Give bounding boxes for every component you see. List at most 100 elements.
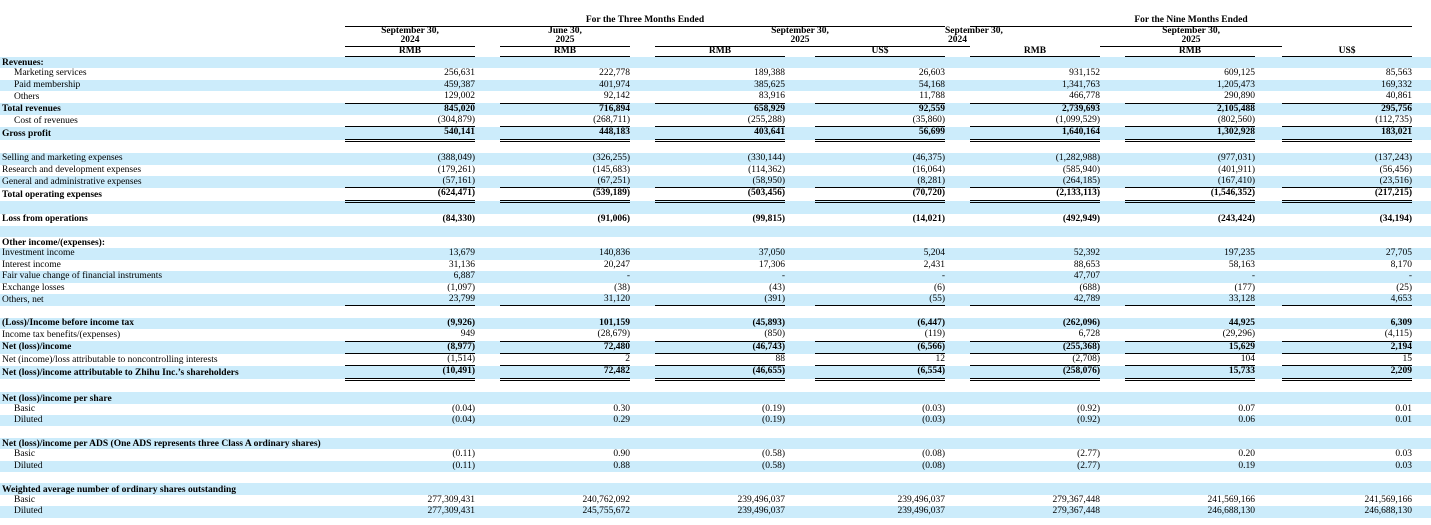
- blank-cell: [0, 426, 1431, 437]
- cell-value: (243,424): [1217, 214, 1256, 225]
- spacer: [785, 449, 815, 460]
- spacer: [1412, 318, 1431, 329]
- spacer: [630, 115, 655, 127]
- cell-value: 0.29: [613, 415, 630, 426]
- cell-value: (137,243): [1374, 153, 1413, 164]
- cell-value: 26,603: [918, 68, 946, 79]
- row-label: Loss from operations: [2, 214, 88, 225]
- cell-value: (177): [1234, 282, 1256, 293]
- row-label: General and administrative expenses: [2, 176, 142, 187]
- spacer: [945, 506, 970, 517]
- empty-cell: [970, 483, 1100, 494]
- spacer: [1255, 91, 1282, 103]
- table-row: Others 129,002 92,142 83,916 11,788 466,778 29…: [0, 91, 1431, 104]
- cell-value: 385,625: [754, 79, 785, 90]
- spacer: [1412, 506, 1431, 517]
- spacer: [630, 506, 655, 517]
- cell-value: (2,708): [970, 353, 1101, 367]
- empty-cell: [655, 57, 785, 69]
- cell-value: 47,707: [1073, 271, 1101, 282]
- spacer: [630, 283, 655, 294]
- cell-value: (624,471): [345, 187, 475, 203]
- spacer: [1412, 329, 1431, 341]
- cell-value: 17,306: [758, 259, 785, 270]
- empty-cell: [970, 237, 1100, 248]
- row-label: Diluted: [14, 415, 43, 426]
- spacer: [785, 404, 815, 415]
- cell-value: (268,711): [500, 115, 630, 128]
- table-row: Investment income 13,679 140,836 37,050 5,20…: [0, 248, 1431, 260]
- cell-value: (2,133,113): [970, 187, 1101, 203]
- spacer: [1412, 495, 1431, 506]
- table-row: Total operating expenses (624,471) (539,18…: [0, 187, 1431, 203]
- spacer: [630, 366, 655, 379]
- spacer: [630, 461, 655, 472]
- spacer: [1412, 176, 1431, 188]
- empty-cell: [1282, 57, 1412, 69]
- table-row: Basic (0.11) 0.90 (0.58) (0.08) (2.77) 0.20 0.0…: [0, 449, 1431, 460]
- cell-value: 1,341,763: [1062, 79, 1101, 90]
- cell-value: 279,367,448: [1052, 494, 1101, 505]
- spacer: [945, 318, 970, 329]
- currency: US$: [815, 46, 946, 57]
- date-header: September 30, 2025: [655, 26, 946, 47]
- cell-value: (1,546,352): [1125, 187, 1256, 203]
- date-header: September 30, 2025: [1100, 26, 1283, 47]
- cell-value: (802,560): [1125, 115, 1256, 128]
- cell-value: (0.04): [452, 415, 475, 426]
- group-header: For the Three Months Ended: [345, 15, 946, 27]
- spacer: [945, 392, 970, 403]
- cell-value: 33,128: [1125, 294, 1256, 307]
- spacer: [785, 127, 815, 140]
- cell-value: -: [781, 271, 785, 282]
- spacer: [1100, 176, 1125, 188]
- spacer: [785, 214, 815, 225]
- spacer: [1255, 404, 1282, 415]
- cell-value: (6,566): [815, 341, 946, 355]
- cell-value: 197,235: [1224, 248, 1256, 259]
- spacer: [1100, 68, 1125, 79]
- row-label: Exchange losses: [2, 282, 65, 293]
- row-label: Diluted: [14, 506, 43, 517]
- cell-value: (688): [1079, 282, 1101, 293]
- spacer: [1412, 153, 1431, 164]
- spacer: [475, 449, 500, 460]
- cell-value: 295,756: [1381, 103, 1413, 114]
- spacer: [475, 103, 500, 115]
- spacer: [630, 318, 655, 329]
- cell-value: 88,653: [1073, 259, 1101, 270]
- cell-value: 609,125: [1224, 68, 1256, 79]
- spacer: [785, 68, 815, 79]
- spacer: [1255, 115, 1282, 127]
- spacer: [1255, 46, 1282, 57]
- cell-value: (57,161): [345, 176, 475, 189]
- group-header: For the Nine Months Ended: [970, 15, 1413, 27]
- empty-cell: [970, 392, 1100, 403]
- spacer: [1255, 318, 1282, 329]
- cell-value: 20,247: [603, 259, 630, 270]
- cell-value: (46,743): [655, 341, 785, 355]
- spacer: [1255, 283, 1282, 294]
- spacer: [475, 495, 500, 506]
- spacer: [630, 415, 655, 426]
- cell-value: 0.90: [613, 449, 630, 460]
- spacer: [0, 46, 345, 57]
- table-row: General and administrative expenses (57,1…: [0, 176, 1431, 189]
- spacer: [630, 165, 655, 176]
- cell-value: 5,204: [923, 248, 946, 259]
- cell-value: 277,309,431: [427, 494, 476, 505]
- cell-value: (16,064): [912, 164, 946, 175]
- table-row: Revenues:: [0, 56, 1431, 69]
- spacer: [475, 91, 500, 103]
- spacer: [785, 57, 815, 69]
- cell-value: (539,189): [500, 187, 630, 203]
- spacer: [630, 80, 655, 91]
- cell-value: 0.07: [1238, 403, 1256, 414]
- cell-value: (1,514): [345, 353, 475, 367]
- spacer: [945, 294, 970, 306]
- header-currencies: RMB RMB RMB US$ RMB RMB US$: [0, 46, 1431, 57]
- cell-value: (2.77): [1077, 449, 1101, 460]
- table-row: Net (loss)/income per share: [0, 392, 1431, 404]
- cell-value: -: [941, 271, 946, 282]
- cell-value: 169,332: [1381, 79, 1413, 90]
